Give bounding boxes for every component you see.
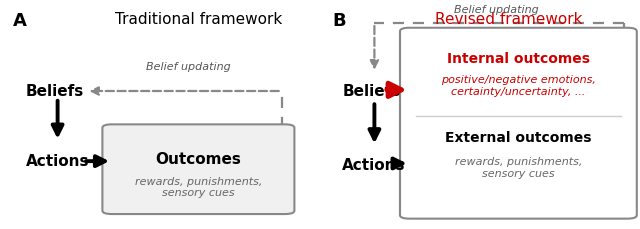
Text: Beliefs: Beliefs [342, 84, 401, 99]
Text: positive/negative emotions,
certainty/uncertainty, ...: positive/negative emotions, certainty/un… [441, 75, 596, 97]
Text: Belief updating: Belief updating [147, 62, 231, 72]
FancyBboxPatch shape [102, 125, 294, 214]
Text: Internal outcomes: Internal outcomes [447, 52, 590, 65]
Text: Beliefs: Beliefs [26, 84, 84, 99]
Text: External outcomes: External outcomes [445, 131, 591, 144]
Text: rewards, punishments,
sensory cues: rewards, punishments, sensory cues [134, 176, 262, 197]
Text: Outcomes: Outcomes [156, 152, 241, 167]
Text: Revised framework: Revised framework [435, 11, 582, 26]
Text: Actions: Actions [342, 157, 406, 172]
FancyBboxPatch shape [400, 29, 637, 219]
Text: B: B [333, 11, 346, 29]
Text: Belief updating: Belief updating [454, 5, 538, 15]
Text: A: A [13, 11, 27, 29]
Text: Traditional framework: Traditional framework [115, 11, 282, 26]
Text: rewards, punishments,
sensory cues: rewards, punishments, sensory cues [454, 156, 582, 178]
Text: Actions: Actions [26, 153, 89, 168]
